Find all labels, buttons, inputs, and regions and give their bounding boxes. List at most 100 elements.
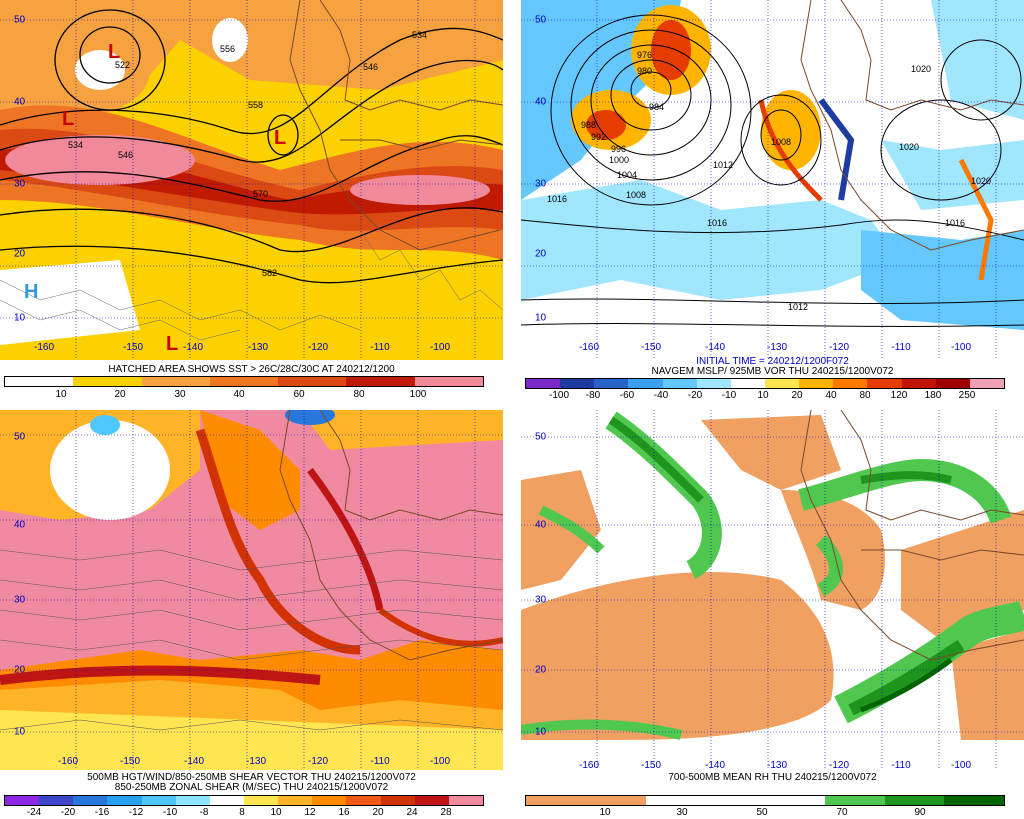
lat-label: 20	[535, 248, 547, 260]
lat-label: 30	[535, 594, 547, 606]
lon-label: -110	[370, 756, 390, 767]
lon-label: -160	[57, 756, 79, 767]
contour-label: 984	[649, 102, 664, 112]
lat-label: 30	[14, 594, 26, 606]
lat-label: 10	[535, 312, 547, 324]
low-pressure-symbol: L	[62, 108, 74, 130]
contour-label: 546	[363, 62, 378, 72]
lon-label: -140	[182, 342, 204, 353]
colorbar	[4, 376, 484, 387]
lon-label: -120	[307, 342, 329, 353]
colorbar-label: -60	[619, 390, 635, 401]
colorbar-segment	[935, 379, 970, 388]
contour-label: 1008	[626, 190, 646, 200]
high-pressure-symbol: H	[24, 281, 38, 303]
colorbar-segment	[764, 379, 800, 388]
colorbar-segment	[969, 379, 1004, 388]
lon-label: -100	[950, 342, 972, 353]
lon-label: -150	[640, 342, 662, 353]
lon-label: -130	[245, 756, 267, 767]
colorbar-segment	[833, 379, 868, 388]
map-caption-secondary: 850-250MB ZONAL SHEAR (M/SEC) THU 240215…	[114, 782, 389, 793]
lon-label: -130	[247, 342, 269, 353]
contour-label: 996	[611, 144, 626, 154]
contour-label: 1004	[617, 170, 637, 180]
map-caption: 500MB HGT/WIND/850-250MB SHEAR VECTOR TH…	[87, 772, 416, 783]
lon-label: -110	[370, 342, 390, 353]
lon-label: -120	[307, 756, 329, 767]
colorbar-segment	[73, 377, 142, 386]
lat-label: 40	[535, 519, 547, 531]
colorbar-label: -12	[128, 807, 144, 818]
colorbar-segment	[730, 379, 765, 388]
contour-label: 534	[68, 140, 83, 150]
contour-label: 1016	[945, 218, 965, 228]
lat-label: 40	[535, 96, 547, 108]
lon-label: -140	[704, 342, 726, 353]
low-pressure-symbol: L	[274, 127, 286, 149]
colorbar-label: -40	[653, 390, 669, 401]
contour-label: 1020	[911, 64, 931, 74]
colorbar-labels: -100 -80 -60 -40 -20 -10 10 20 40 80 120…	[525, 390, 1003, 402]
colorbar-label: 20	[791, 390, 803, 401]
contour-label: 558	[248, 100, 263, 110]
colorbar-labels: 10 20 30 40 60 80 100	[4, 389, 482, 401]
colorbar-segment	[5, 796, 40, 805]
colorbar-segment	[346, 796, 381, 805]
panel-zonal-shear: 50 40 30 20 10 -160 -150 -140 -130 -120 …	[0, 410, 503, 819]
lat-label: 30	[14, 178, 26, 190]
colorbar-label: 10	[55, 389, 67, 400]
map-mslp-vorticity: 976 980 984 988 992 996 1000 1004 1008 1…	[521, 0, 1024, 360]
colorbar-segment	[526, 379, 561, 388]
contour-label: 570	[253, 189, 268, 199]
contour-label: 534	[412, 30, 427, 40]
colorbar-label: 40	[233, 389, 245, 400]
lon-label: -110	[891, 760, 911, 770]
colorbar-label: 60	[293, 389, 305, 400]
colorbar-segment	[209, 377, 279, 386]
colorbar-segment	[867, 379, 902, 388]
colorbar-label: 180	[924, 390, 942, 401]
colorbar	[4, 795, 484, 806]
lon-label: -160	[578, 342, 600, 353]
colorbar-label: 100	[409, 389, 427, 400]
colorbar-label: 20	[114, 389, 126, 400]
lon-label: -100	[429, 342, 451, 353]
lon-label: -150	[640, 760, 662, 770]
colorbar-segment	[662, 379, 697, 388]
lon-label: -120	[828, 760, 850, 770]
lat-label: 40	[14, 519, 26, 531]
low-pressure-symbol: L	[108, 41, 120, 63]
colorbar-label: 70	[836, 807, 848, 818]
contour-label: 980	[637, 66, 652, 76]
lon-label: -140	[704, 760, 726, 770]
colorbar-label: 12	[304, 807, 316, 818]
contour-label: 1000	[609, 155, 629, 165]
colorbar-segment	[380, 796, 415, 805]
lat-label: 20	[14, 664, 26, 676]
colorbar-label: -20	[687, 390, 703, 401]
colorbar-label: -100	[548, 390, 570, 401]
colorbar-segment	[175, 796, 210, 805]
colorbar-segment	[696, 379, 731, 388]
colorbar-label: 50	[756, 807, 768, 818]
colorbar-label: -16	[94, 807, 110, 818]
colorbar-segment	[645, 796, 706, 805]
colorbar-label: 30	[676, 807, 688, 818]
colorbar-labels: 10 30 50 70 90	[525, 807, 1003, 819]
lon-label: -130	[766, 760, 788, 770]
colorbar-label: -20	[60, 807, 76, 818]
colorbar-segment	[141, 377, 210, 386]
lat-label: 10	[14, 312, 26, 324]
colorbar-segment	[765, 796, 825, 805]
lon-label: -110	[891, 342, 911, 353]
colorbar-labels: -24 -20 -16 -12 -10 -8 8 10 12 16 20 24 …	[4, 807, 482, 819]
lat-label: 50	[14, 14, 26, 26]
contour-label: 1020	[899, 142, 919, 152]
colorbar-segment	[585, 796, 646, 805]
colorbar-segment	[705, 796, 765, 805]
colorbar-segment	[526, 796, 586, 805]
colorbar-segment	[560, 379, 595, 388]
contour-label: 1012	[788, 302, 808, 312]
lon-label: -140	[183, 756, 205, 767]
